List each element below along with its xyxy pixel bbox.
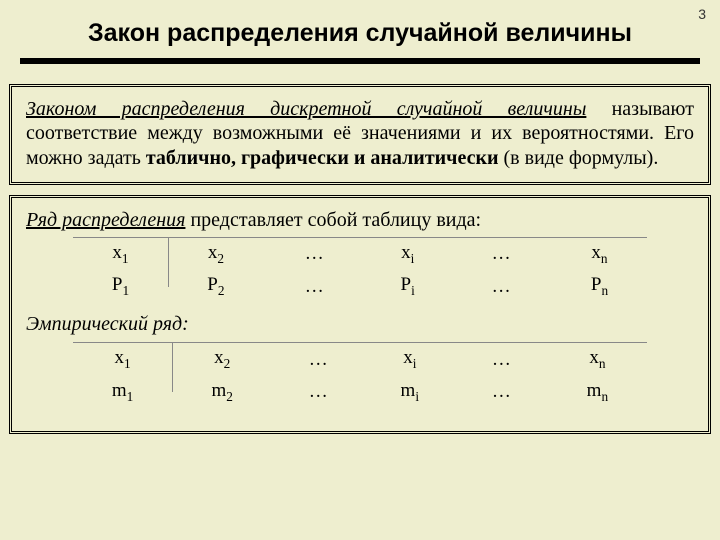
distribution-table-1: x1 x2 … xi … xn P1 P2 … Pi … Pn — [73, 237, 647, 304]
distribution-lead: Ряд распределения представляет собой таб… — [26, 208, 694, 232]
cell-ellipsis: … — [451, 237, 552, 270]
cell-pi: Pi — [365, 270, 451, 303]
definition-emphasis: таблично, графически и аналитически — [146, 147, 499, 169]
cell-x2: x2 — [168, 237, 263, 270]
table-row: x1 x2 … xi … xn — [73, 343, 647, 376]
definition-text: Законом распределения дискретной случайн… — [26, 97, 694, 170]
cell-mn: mn — [548, 376, 648, 409]
page-number: 3 — [698, 6, 706, 22]
cell-p1: P1 — [73, 270, 168, 303]
empirical-label: Эмпирический ряд: — [26, 313, 694, 336]
cell-p2: P2 — [168, 270, 263, 303]
cell-ellipsis: … — [272, 376, 364, 409]
cell-xn: xn — [552, 237, 647, 270]
cell-ellipsis: … — [272, 343, 364, 376]
distribution-box: Ряд распределения представляет собой таб… — [9, 195, 711, 434]
table-row: P1 P2 … Pi … Pn — [73, 270, 647, 303]
title-rule — [20, 58, 700, 64]
cell-mi: mi — [364, 376, 455, 409]
title-area: Закон распределения случайной величины — [0, 0, 720, 74]
cell-ellipsis: … — [455, 376, 547, 409]
table-row: x1 x2 … xi … xn — [73, 237, 647, 270]
distribution-lead-body: представляет собой таблицу вида: — [185, 209, 481, 231]
cell-ellipsis: … — [264, 270, 365, 303]
cell-ellipsis: … — [455, 343, 547, 376]
page-title: Закон распределения случайной величины — [20, 18, 700, 48]
cell-ellipsis: … — [264, 237, 365, 270]
cell-pn: Pn — [552, 270, 647, 303]
distribution-table-2: x1 x2 … xi … xn m1 m2 … mi … mn — [73, 342, 647, 409]
cell-m1: m1 — [73, 376, 173, 409]
cell-xi: xi — [364, 343, 455, 376]
cell-x1: x1 — [73, 343, 173, 376]
definition-body-2: (в виде формулы). — [499, 147, 659, 169]
definition-term: Законом распределения дискретной случайн… — [26, 98, 586, 120]
cell-xn: xn — [548, 343, 648, 376]
distribution-term: Ряд распределения — [26, 209, 185, 231]
cell-x2: x2 — [172, 343, 272, 376]
definition-box: Законом распределения дискретной случайн… — [9, 84, 711, 185]
cell-x1: x1 — [73, 237, 168, 270]
cell-m2: m2 — [172, 376, 272, 409]
table-row: m1 m2 … mi … mn — [73, 376, 647, 409]
cell-xi: xi — [365, 237, 451, 270]
cell-ellipsis: … — [451, 270, 552, 303]
